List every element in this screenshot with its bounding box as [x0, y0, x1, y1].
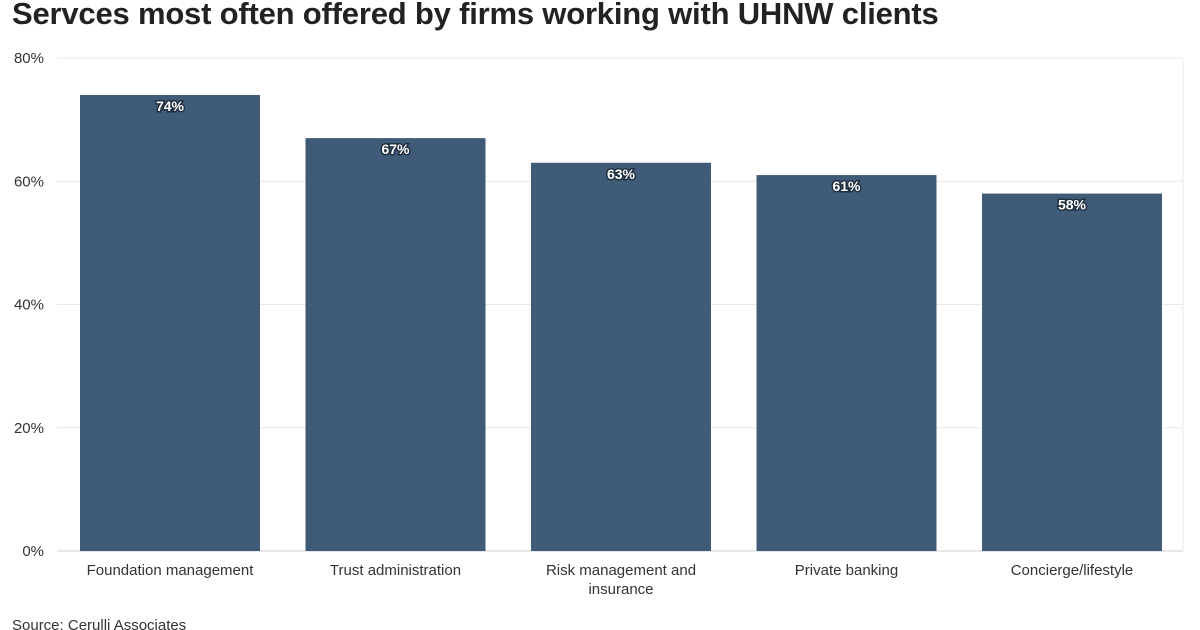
chart-title: Servces most often offered by firms work…: [12, 0, 939, 31]
bar: [80, 94, 260, 551]
y-tick-label: 0%: [22, 543, 44, 560]
x-axis-tick-labels: Foundation management Trust administratio…: [87, 562, 1134, 598]
x-tick-label: Trust administration: [330, 562, 461, 579]
bar-data-labels: 74% 67% 63% 61% 58%: [154, 96, 1088, 214]
x-tick-label-line: insurance: [588, 581, 653, 598]
x-tick-label: Risk management and insurance: [546, 562, 696, 598]
x-tick-label-line: Risk management and: [546, 562, 696, 579]
y-tick-label: 80%: [14, 50, 44, 67]
x-tick-label-line: Concierge/lifestyle: [1011, 562, 1134, 579]
bar: [982, 193, 1162, 551]
y-axis-tick-labels: 0% 20% 40% 60% 80%: [14, 50, 44, 560]
x-tick-label: Foundation management: [87, 562, 255, 579]
y-tick-label: 40%: [14, 297, 44, 314]
bar-data-label: 74%: [156, 98, 185, 114]
x-tick-label-line: Foundation management: [87, 562, 255, 579]
bar: [305, 138, 486, 552]
bar-data-label: 61%: [832, 178, 861, 194]
y-tick-label: 20%: [14, 420, 44, 437]
x-tick-label-line: Trust administration: [330, 562, 461, 579]
x-tick-label: Concierge/lifestyle: [1011, 562, 1134, 579]
bar-data-label: 67%: [381, 141, 410, 157]
bars: [80, 94, 1162, 552]
bar-data-label: 63%: [607, 166, 636, 182]
bar-data-label: 58%: [1058, 197, 1087, 213]
x-tick-label-line: Private banking: [795, 562, 898, 579]
x-tick-label: Private banking: [795, 562, 898, 579]
bar: [531, 162, 711, 551]
y-tick-label: 60%: [14, 173, 44, 190]
bar: [756, 175, 937, 551]
source-note: Source: Cerulli Associates: [12, 617, 187, 630]
